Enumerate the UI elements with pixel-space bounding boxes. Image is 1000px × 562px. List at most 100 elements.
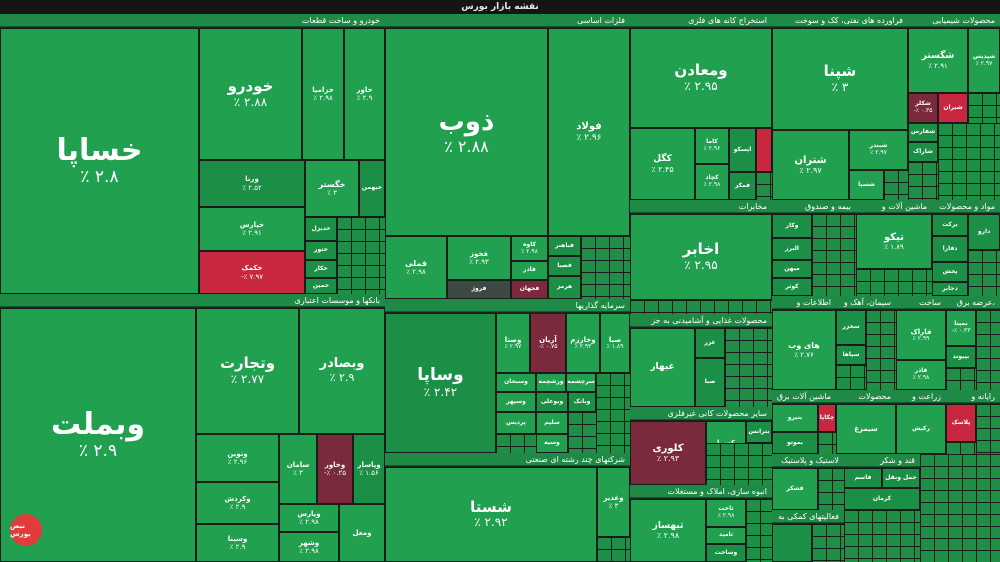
tile-kowsar[interactable]: کوثر (772, 278, 812, 296)
tile-saba[interactable]: صبا ٪ ۱.۸۹ (600, 313, 630, 373)
tile-zob[interactable]: ذوب ٪ ۲.۸۸ (385, 28, 548, 236)
tile-ghasem[interactable]: حمل ونقل (882, 468, 920, 488)
tile-sakht[interactable]: ثامید (706, 527, 746, 544)
tile-vshahr[interactable]: وشهر ٪ ۲.۹۸ (279, 532, 339, 562)
tile-vkardesh[interactable]: وکردش ٪ ۲.۹ (196, 482, 279, 524)
tile-fameli[interactable]: فملی ٪ ۲.۹۸ (385, 236, 447, 299)
tile-vnovin[interactable]: ونوین ٪ ۲.۹۶ (196, 434, 279, 482)
tile-fbahonar[interactable]: فباهنر (548, 236, 581, 256)
tile-fazar[interactable]: فاذر (511, 261, 548, 280)
tile-sarcheshme[interactable]: سرچشمه (566, 373, 596, 392)
tile-kama[interactable]: کاما ٪ ۲.۹۶ (695, 128, 729, 164)
tile-bterans[interactable]: بنیرو (772, 404, 818, 432)
tile-vkhavar[interactable]: وخاور -٪ ۰.۲۵ (317, 434, 353, 504)
tile-khekmak[interactable]: خکمک -٪ ۷.۹۷ (199, 251, 305, 294)
tile-khgostar[interactable]: خگستر ٪ ۳ (305, 160, 359, 217)
tile-vsana[interactable]: وصنا ٪ ۲.۹۷ (496, 313, 530, 373)
tile-palask[interactable]: قشکر (772, 468, 818, 510)
tile-khdizel[interactable]: خدیزل (305, 217, 337, 241)
tile-salim[interactable]: سلیم (536, 412, 568, 434)
tile-vpars[interactable]: وپارس ٪ ۲.۹۸ (279, 504, 339, 532)
tile-kegol[interactable]: کگل ٪ ۲.۴۵ (630, 128, 695, 200)
tile-bmoto[interactable]: چکاپا (818, 404, 836, 432)
tile-shiran[interactable]: شیران (938, 93, 968, 123)
tile-foolad[interactable]: فولاد ٪ ۲.۹۶ (548, 28, 630, 236)
tile-kaveh[interactable]: کاوه ٪ ۲.۹۸ (511, 236, 548, 261)
tile-ghazar[interactable]: غبهار (630, 328, 695, 407)
tile-arian[interactable]: آریان -٪ ۰.۷۵ (530, 313, 566, 373)
tile-bmapna[interactable]: بمپنا -٪ ۰.۳۳ (946, 310, 976, 346)
tile-pardis[interactable]: پردیس (496, 412, 536, 434)
tile-khtoor[interactable]: ختور (305, 241, 337, 260)
tile-kchad[interactable]: کچاد ٪ ۲.۹۸ (695, 164, 729, 200)
tile-vsina[interactable]: وسینا ٪ ۲.۹ (196, 524, 279, 562)
tile-shespa[interactable]: شسپا (849, 170, 884, 200)
tile-vrashcheme[interactable]: ورشچمه (536, 373, 566, 392)
tile-shbandar[interactable]: شبندر ٪ ۲.۹۷ (849, 130, 908, 170)
tile-vbemellat[interactable]: وبملت ٪ ۲.۹ (0, 308, 196, 562)
tile-simorgh[interactable]: رکیش (896, 404, 946, 454)
tile-frooz[interactable]: فروژ (447, 280, 511, 299)
tile-akhaber[interactable]: اخابر ٪ ۲.۹۵ (630, 214, 772, 300)
tile-djaber[interactable]: دجابر (932, 282, 968, 296)
tile-shkolar[interactable]: شکلر -٪ ۰.۳۵ (908, 93, 938, 123)
tile-pakhsh[interactable]: پخش (932, 262, 968, 282)
tile-ghanosh[interactable]: غزر (695, 328, 725, 358)
tile-vkharazm[interactable]: وخارزم ٪ ۲.۹۳ (566, 313, 600, 373)
tile-shegostar[interactable]: شگستر ٪ ۲.۹۱ (908, 28, 968, 93)
tile-shatran[interactable]: شتران ٪ ۲.۹۷ (772, 130, 849, 200)
tile-famkaz[interactable]: فمکز (729, 172, 756, 200)
tile-shepna[interactable]: شپنا ٪ ۳ (772, 28, 908, 130)
tile-vghadir[interactable]: وغدیر ٪ ۳ (597, 467, 630, 537)
tile-khzamia[interactable]: خزامیا ٪ ۲.۹۸ (302, 28, 344, 160)
tile-chekapa[interactable]: سیمرغ (836, 404, 896, 454)
tile-hamlonaghl[interactable]: کرمان (844, 488, 920, 510)
tile-khmin[interactable]: خمین (305, 278, 337, 294)
tile-kesra[interactable]: بترانس (746, 421, 772, 443)
tile-samid[interactable]: وساخت (706, 544, 746, 562)
tile-vmal[interactable]: ومعل (339, 504, 385, 562)
tile-vbank[interactable]: وبانک (568, 392, 596, 412)
tile-vsapa[interactable]: وساپا ٪ ۲.۴۲ (385, 313, 496, 453)
tile-khsapa[interactable]: خساپا ٪ ۲.۸ (0, 28, 199, 294)
tile-vsobhan[interactable]: وسبحان (496, 373, 536, 392)
tile-sakhzar[interactable]: سخزر (836, 310, 866, 345)
tile-vsiye[interactable]: وسیه (536, 434, 568, 453)
tile-shfars[interactable]: شفارس (908, 123, 938, 142)
tile-khavar[interactable]: خاور ٪ ۲.۹ (344, 28, 385, 160)
tile-saman[interactable]: سامان ٪ ۳ (279, 434, 317, 504)
tile-rkish[interactable]: پلاسک (946, 404, 976, 442)
tile-rabros[interactable] (772, 524, 812, 562)
tile-shasta[interactable]: شستا ٪ ۲.۹۲ (385, 467, 597, 562)
tile-bpeyvand[interactable]: بپیوند (946, 346, 976, 368)
tile-sepaha[interactable]: سپاها (836, 345, 866, 365)
tile-hormoz[interactable]: هرمز (548, 276, 581, 299)
tile-kerman[interactable]: ثبهساز ٪ ۲.۹۸ (630, 499, 706, 562)
tile-apsco[interactable]: اپسکو (729, 128, 756, 172)
tile-vorna[interactable]: ورنا ٪ ۲.۵۲ (199, 160, 305, 207)
tile-fasba[interactable]: فصبا (548, 256, 581, 276)
tile-sharak[interactable]: شاراک (908, 142, 938, 162)
tile-dfara[interactable]: دفارا (932, 236, 968, 262)
tile-barakat[interactable]: برکت (932, 214, 968, 236)
tile-ghazar2[interactable]: قاذر ٪ ۲.۹۸ (896, 360, 946, 390)
tile-vbsader[interactable]: وبصادر ٪ ۲.۹ (299, 308, 385, 434)
tile-ghbahar[interactable]: صبا (695, 358, 725, 407)
tile-alborz[interactable]: البرز (772, 238, 812, 260)
tile-fkhooz[interactable]: فخوز ٪ ۲.۹۳ (447, 236, 511, 280)
tile-vtejarat[interactable]: وتجارت ٪ ۲.۷۷ (196, 308, 299, 434)
tile-sabehsaz[interactable]: ثاخت ٪ ۲.۹۸ (706, 499, 746, 527)
tile-vpasar[interactable]: وپاسار ٪ ۱.۵۶ (353, 434, 385, 504)
tile-daroo[interactable]: دارو (968, 214, 1000, 250)
tile-tiko[interactable]: تیکو ٪ ۱.۸۹ (856, 214, 932, 269)
tile-hayweb[interactable]: های وب ٪ ۲.۷۶ (772, 310, 836, 390)
tile-bniroo[interactable]: بموتو (772, 432, 818, 454)
tile-ghshekar[interactable]: قاسم (844, 468, 882, 488)
tile-vmaadan[interactable]: ومعادن ٪ ۲.۹۵ (630, 28, 772, 128)
tile-khbahman[interactable]: خبهمن (359, 160, 385, 217)
tile-mihan[interactable]: میهن (772, 260, 812, 278)
tile-vkar[interactable]: وکار (772, 214, 812, 238)
tile-red-small[interactable] (756, 128, 772, 172)
tile-fjahan[interactable]: فجهان (511, 280, 548, 299)
tile-vsepehr[interactable]: وسپهر (496, 392, 536, 412)
